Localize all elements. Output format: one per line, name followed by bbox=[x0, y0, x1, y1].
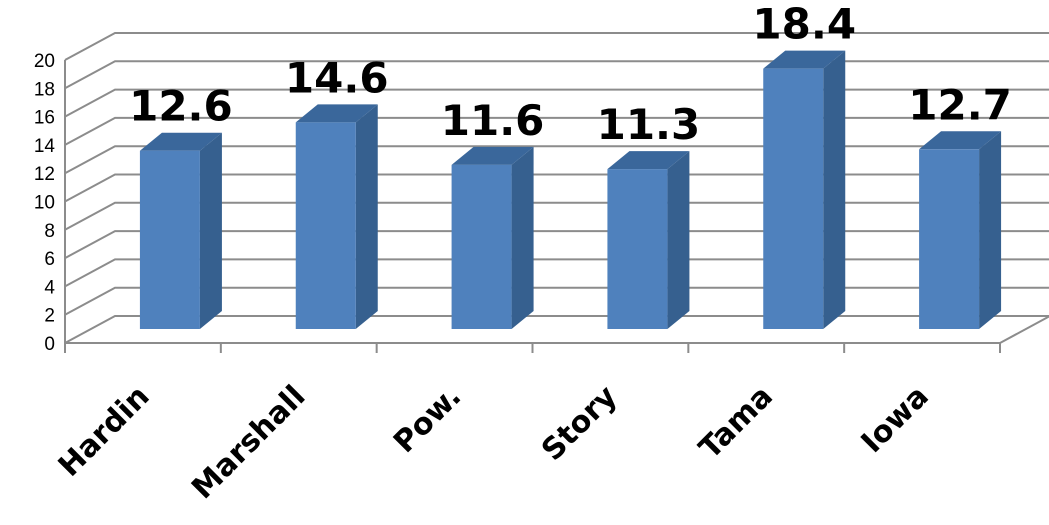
bar-front bbox=[763, 68, 824, 329]
gridline bbox=[64, 88, 1049, 118]
bar-side bbox=[199, 132, 222, 329]
gridline bbox=[64, 173, 1049, 203]
bar-top bbox=[763, 50, 846, 69]
bar-side bbox=[823, 50, 846, 329]
bar-top bbox=[607, 151, 690, 170]
bar-front bbox=[607, 169, 668, 329]
y-tick-label: 18 bbox=[34, 79, 55, 100]
bar-front bbox=[295, 122, 356, 329]
y-tick-label: 6 bbox=[44, 249, 55, 270]
bar bbox=[139, 132, 222, 329]
x-tick-label: Pow. bbox=[387, 379, 468, 460]
y-tick-label: 16 bbox=[34, 108, 55, 129]
bar bbox=[295, 104, 378, 329]
bar-top bbox=[919, 131, 1002, 150]
y-tick-label: 4 bbox=[44, 277, 55, 298]
bar bbox=[607, 151, 690, 329]
x-tick-label: Story bbox=[535, 379, 624, 468]
y-tick-label: 0 bbox=[44, 334, 55, 355]
gridline bbox=[64, 32, 1049, 61]
bar bbox=[451, 146, 534, 329]
data-label: 12.6 bbox=[129, 82, 233, 131]
bar-front bbox=[919, 149, 980, 329]
y-tick-label: 14 bbox=[34, 136, 56, 157]
y-tick-label: 20 bbox=[34, 51, 55, 72]
data-label: 18.4 bbox=[752, 0, 856, 49]
bar-front bbox=[139, 150, 200, 329]
floor-edge bbox=[999, 315, 1049, 344]
y-tick-label: 2 bbox=[44, 306, 55, 327]
bar-side bbox=[667, 151, 690, 329]
y-tick-label: 8 bbox=[44, 221, 55, 242]
gridline bbox=[64, 60, 1049, 90]
data-label: 11.6 bbox=[441, 96, 545, 145]
gridline bbox=[64, 116, 1049, 146]
bar-front bbox=[451, 164, 512, 329]
gridlines bbox=[64, 32, 1049, 344]
bar-top bbox=[295, 104, 378, 123]
data-label: 11.3 bbox=[597, 100, 701, 149]
x-tick-label: Iowa bbox=[855, 379, 936, 460]
bar-side bbox=[355, 104, 378, 329]
bar bbox=[919, 131, 1002, 329]
bars bbox=[139, 50, 1002, 329]
bar bbox=[763, 50, 846, 329]
y-axis: 0 2 4 6 8 10 12 14 16 18 20 bbox=[34, 51, 66, 355]
gridline bbox=[64, 145, 1049, 175]
y-tick-label: 10 bbox=[34, 193, 55, 214]
bar-top bbox=[139, 132, 222, 151]
bar-side bbox=[511, 146, 534, 329]
data-labels: 12.6 14.6 11.6 11.3 18.4 12.7 bbox=[129, 0, 1012, 149]
data-label: 12.7 bbox=[908, 80, 1012, 129]
gridline bbox=[64, 230, 1049, 259]
x-tick-label: Hardin bbox=[52, 379, 157, 484]
y-tick-label: 12 bbox=[34, 164, 55, 185]
bar-top bbox=[451, 146, 534, 165]
gridline bbox=[64, 258, 1049, 288]
x-axis: Hardin Marshall Pow. Story Tama Iowa bbox=[52, 342, 1001, 506]
gridline bbox=[64, 315, 1049, 344]
x-tick-label: Marshall bbox=[185, 379, 312, 506]
gridline bbox=[64, 201, 1049, 231]
gridline bbox=[64, 286, 1049, 316]
data-label: 14.6 bbox=[285, 53, 389, 102]
x-tick-label: Tama bbox=[693, 379, 780, 466]
bar-side bbox=[979, 131, 1002, 329]
